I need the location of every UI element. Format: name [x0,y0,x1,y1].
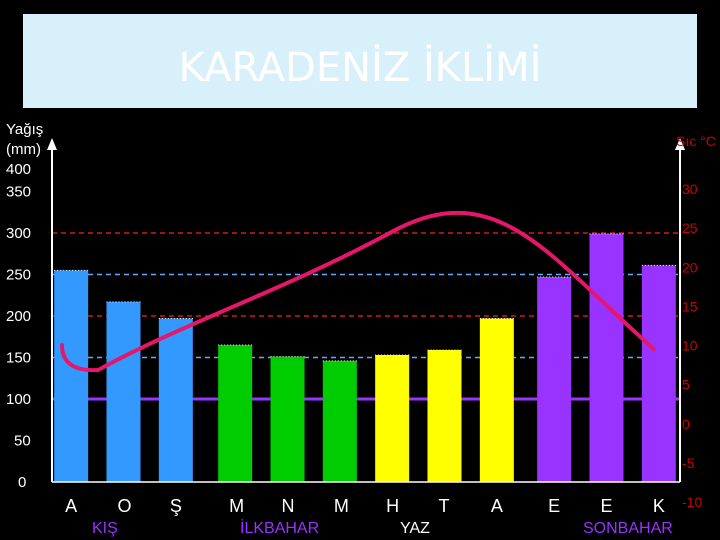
precipitation-bar [106,301,141,482]
season-label: YAZ [400,520,430,537]
left-tick-label: 200 [6,308,31,325]
title-banner: KARADENİZ İKLİMİ [23,14,697,108]
slide-title: KARADENİZ İKLİMİ [178,45,542,91]
right-tick-label: 20 [682,259,698,275]
month-label: A [491,496,503,516]
precipitation-bar [54,270,89,482]
left-tick-label: 150 [6,350,31,367]
right-tick-label: 10 [682,338,698,354]
month-label: K [653,496,665,516]
month-label: T [439,496,450,516]
right-tick-label: -5 [682,455,695,471]
left-axis-label: Yağış [6,121,43,138]
right-tick-label: 25 [682,220,698,236]
precipitation-bar [218,345,253,482]
right-tick-label: 30 [682,181,698,197]
left-tick-label: 0 [18,474,26,491]
precipitation-bar [322,360,357,482]
left-tick-label: 250 [6,267,31,284]
season-label: SONBAHAR [583,520,673,537]
left-axis-label: (mm) [6,141,41,158]
month-label: E [601,496,613,516]
right-tick-label: 0 [682,416,690,432]
right-tick-label: 15 [682,298,698,314]
precipitation-bar [270,356,305,482]
month-label: M [229,496,244,516]
season-label: KIŞ [92,520,118,537]
left-tick-label: 100 [6,391,31,408]
precipitation-bar [479,318,514,482]
left-axis-arrow [47,138,57,150]
season-label: İLKBAHAR [240,518,319,537]
right-tick-label: -10 [682,494,702,510]
right-axis-label: Sıc °C [676,133,716,149]
right-axis-arrow [675,138,685,150]
precipitation-bar [158,318,193,482]
right-tick-label: 5 [682,377,690,393]
month-label: M [334,496,349,516]
left-axis-label: 400 [6,161,31,178]
month-label: Ş [170,496,182,516]
precipitation-bar [641,265,676,482]
precipitation-bar [589,233,624,482]
month-label: A [65,496,77,516]
left-tick-label: 350 [6,184,31,201]
left-tick-label: 300 [6,225,31,242]
precipitation-bar [427,350,462,482]
month-label: E [548,496,560,516]
left-tick-label: 50 [14,433,31,450]
month-label: N [282,496,295,516]
month-label: O [118,496,132,516]
month-label: H [386,496,399,516]
temperature-line [60,210,656,373]
precipitation-bar [375,355,410,482]
precipitation-bar [537,276,572,482]
